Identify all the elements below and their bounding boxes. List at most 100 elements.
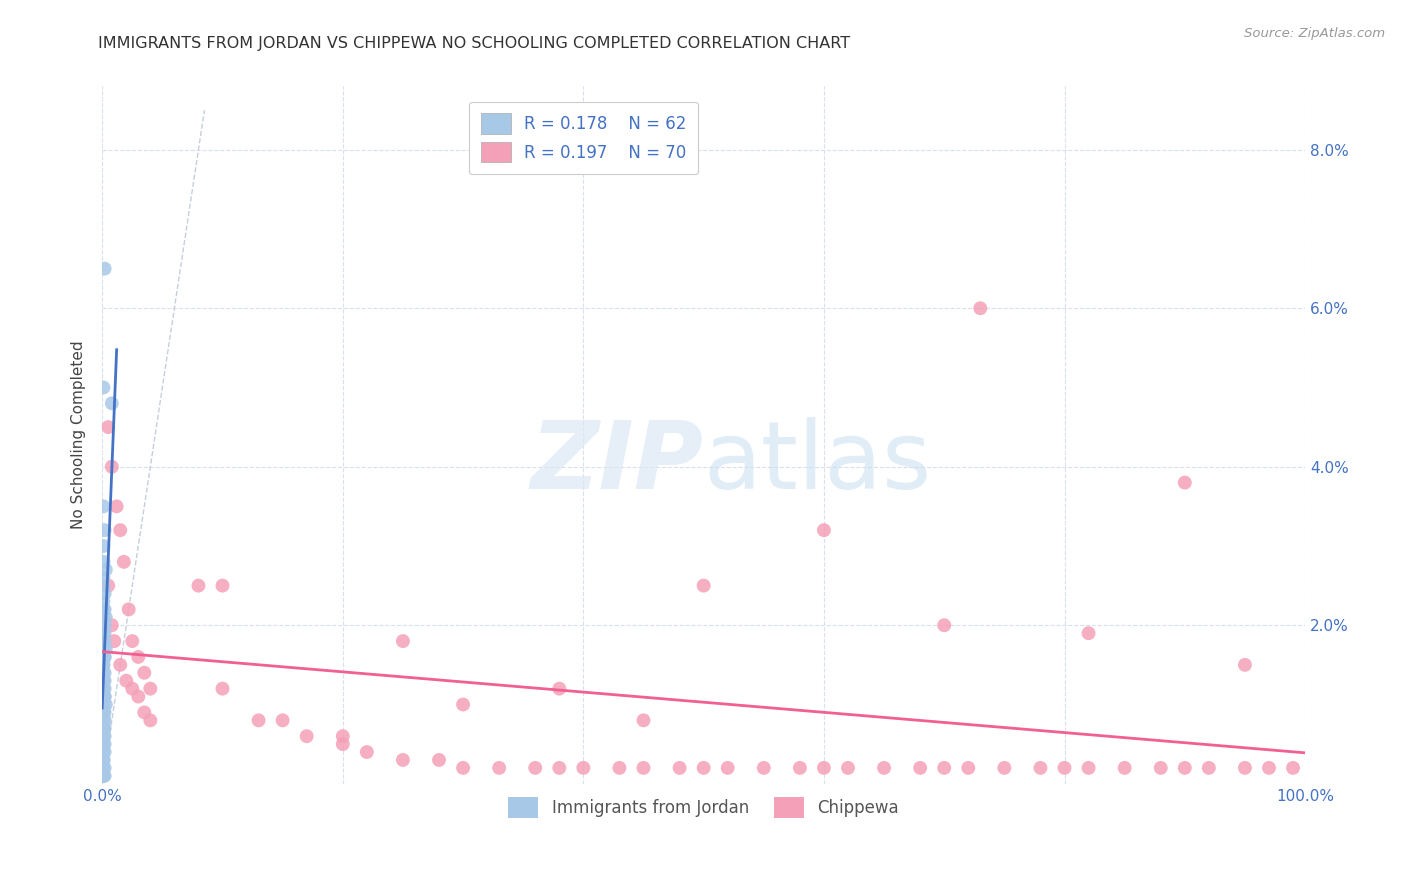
Point bbox=[93, 649, 115, 664]
Point bbox=[93, 721, 115, 735]
Point bbox=[93, 753, 115, 767]
Point bbox=[93, 634, 115, 648]
Point bbox=[93, 657, 115, 672]
Point bbox=[94, 610, 117, 624]
Point bbox=[93, 649, 115, 664]
Point bbox=[93, 261, 115, 276]
Point bbox=[993, 761, 1015, 775]
Point bbox=[93, 673, 115, 688]
Point bbox=[392, 634, 415, 648]
Point bbox=[873, 761, 896, 775]
Point bbox=[93, 579, 115, 593]
Point bbox=[93, 737, 115, 751]
Point bbox=[837, 761, 859, 775]
Point bbox=[93, 571, 115, 585]
Point bbox=[93, 642, 115, 657]
Point bbox=[93, 721, 115, 735]
Point bbox=[692, 761, 714, 775]
Point bbox=[392, 753, 415, 767]
Point bbox=[93, 721, 115, 735]
Point bbox=[93, 761, 115, 775]
Point bbox=[93, 681, 115, 696]
Point bbox=[934, 761, 956, 775]
Point bbox=[93, 594, 115, 608]
Point bbox=[127, 690, 149, 704]
Point bbox=[105, 500, 128, 514]
Text: ZIP: ZIP bbox=[531, 417, 703, 509]
Point bbox=[93, 737, 115, 751]
Point bbox=[93, 753, 115, 767]
Point bbox=[93, 602, 115, 616]
Point bbox=[1150, 761, 1173, 775]
Point bbox=[187, 579, 209, 593]
Point bbox=[211, 579, 233, 593]
Point bbox=[93, 698, 115, 712]
Point bbox=[957, 761, 980, 775]
Point bbox=[134, 706, 156, 720]
Point bbox=[1233, 657, 1256, 672]
Point bbox=[572, 761, 595, 775]
Point bbox=[969, 301, 991, 316]
Point bbox=[121, 681, 143, 696]
Text: Source: ZipAtlas.com: Source: ZipAtlas.com bbox=[1244, 27, 1385, 40]
Point bbox=[332, 729, 354, 743]
Point bbox=[488, 761, 510, 775]
Point bbox=[97, 579, 120, 593]
Point bbox=[717, 761, 740, 775]
Point bbox=[789, 761, 811, 775]
Point bbox=[127, 649, 149, 664]
Point bbox=[93, 380, 115, 394]
Point bbox=[813, 523, 835, 537]
Point bbox=[93, 690, 115, 704]
Point bbox=[93, 729, 115, 743]
Point bbox=[633, 714, 655, 728]
Point bbox=[1174, 761, 1197, 775]
Point bbox=[1233, 761, 1256, 775]
Point bbox=[93, 665, 115, 680]
Point bbox=[1198, 761, 1220, 775]
Point bbox=[1077, 761, 1099, 775]
Point bbox=[548, 761, 571, 775]
Point bbox=[609, 761, 631, 775]
Point bbox=[93, 761, 115, 775]
Point bbox=[93, 681, 115, 696]
Point bbox=[93, 706, 115, 720]
Point bbox=[1258, 761, 1281, 775]
Point bbox=[134, 665, 156, 680]
Y-axis label: No Schooling Completed: No Schooling Completed bbox=[72, 341, 86, 529]
Point bbox=[93, 602, 115, 616]
Point bbox=[93, 769, 115, 783]
Point bbox=[1053, 761, 1076, 775]
Point bbox=[93, 626, 115, 640]
Point bbox=[908, 761, 931, 775]
Point bbox=[93, 657, 115, 672]
Point bbox=[110, 657, 132, 672]
Point bbox=[93, 555, 115, 569]
Point bbox=[101, 459, 124, 474]
Point bbox=[94, 698, 117, 712]
Point bbox=[295, 729, 318, 743]
Point bbox=[93, 626, 115, 640]
Point bbox=[93, 500, 115, 514]
Point bbox=[93, 745, 115, 759]
Point bbox=[93, 618, 115, 632]
Point bbox=[110, 523, 132, 537]
Point bbox=[93, 673, 115, 688]
Point bbox=[139, 714, 162, 728]
Point bbox=[93, 665, 115, 680]
Point bbox=[668, 761, 690, 775]
Point bbox=[93, 634, 115, 648]
Point bbox=[211, 681, 233, 696]
Point bbox=[93, 539, 115, 553]
Point bbox=[93, 714, 115, 728]
Point bbox=[97, 420, 120, 434]
Legend: Immigrants from Jordan, Chippewa: Immigrants from Jordan, Chippewa bbox=[502, 790, 905, 824]
Point bbox=[139, 681, 162, 696]
Point bbox=[93, 706, 115, 720]
Point bbox=[548, 681, 571, 696]
Point bbox=[93, 690, 115, 704]
Point bbox=[1114, 761, 1136, 775]
Point bbox=[427, 753, 450, 767]
Point bbox=[93, 706, 115, 720]
Point bbox=[1282, 761, 1305, 775]
